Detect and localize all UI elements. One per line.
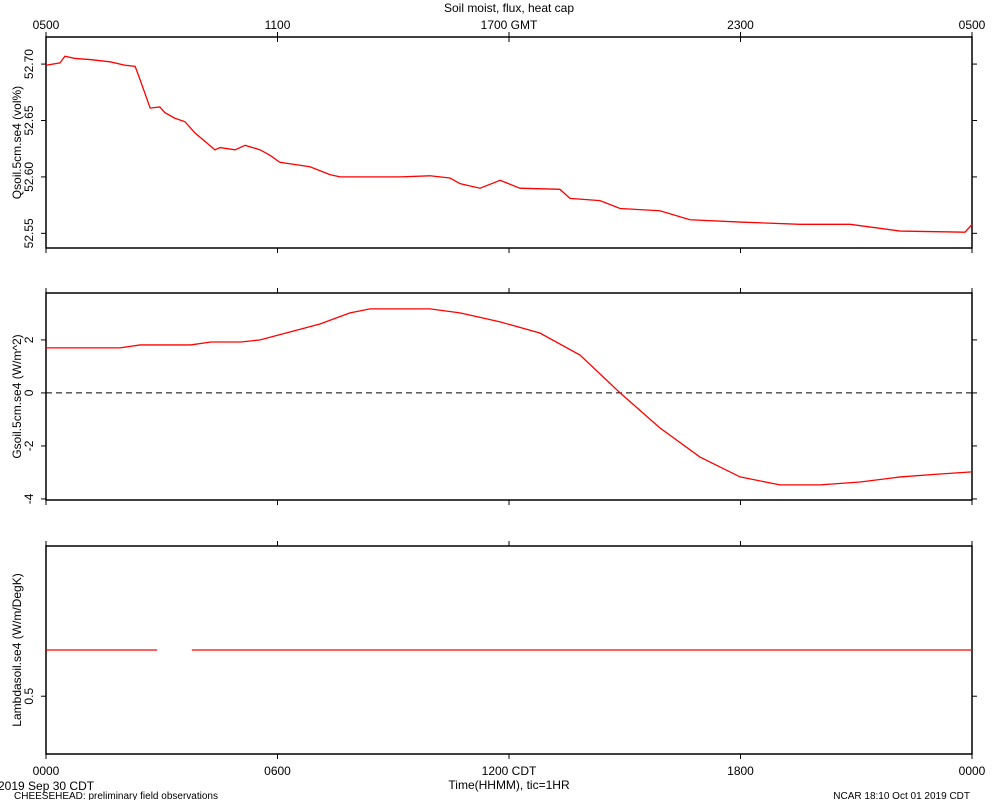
x2-tick-label: 1100 <box>265 18 291 32</box>
x-tick-label: 0600 <box>264 764 291 778</box>
y-axis-label: Qsoil.5cm.se4 (vol%) <box>10 86 24 199</box>
y-tick-label: 52.60 <box>22 162 36 192</box>
footer-project: CHEESEHEAD: preliminary field observatio… <box>14 791 218 800</box>
y-tick-label: 0.5 <box>22 688 36 705</box>
y-tick-label: 52.65 <box>22 105 36 135</box>
x-tick-label: 0000 <box>959 764 986 778</box>
footer-date: 2019 Sep 30 CDT <box>0 779 95 793</box>
x2-tick-label: 2300 <box>727 18 754 32</box>
y-tick-label: 52.70 <box>22 49 36 79</box>
x-tick-label: 1800 <box>727 764 754 778</box>
data-line <box>45 55 973 233</box>
y-tick-label: 2 <box>22 336 36 343</box>
y-tick-label: -2 <box>22 440 36 451</box>
y-tick-label: 52.55 <box>22 218 36 248</box>
x-tick-label: 0000 <box>33 764 60 778</box>
x2-tick-label: 0500 <box>33 18 60 32</box>
data-line <box>46 308 973 486</box>
y-axis-label: Lambdasoil.se4 (W/m/DegK) <box>10 573 24 726</box>
y-tick-label: 0 <box>22 389 36 396</box>
x2-tick-label: 1700 GMT <box>481 18 538 32</box>
chart-title: Soil moist, flux, heat cap <box>444 1 574 15</box>
x-tick-label: 1200 CDT <box>482 764 537 778</box>
x-axis-label: Time(HHMM), tic=1HR <box>448 778 570 792</box>
y-axis-label: Gsoil.5cm.se4 (W/m^2) <box>10 334 24 458</box>
x2-tick-label: 0500 <box>959 18 986 32</box>
footer-stamp: NCAR 18:10 Oct 01 2019 CDT <box>833 791 970 800</box>
y-tick-label: -4 <box>22 493 36 504</box>
plot-frame <box>45 36 973 249</box>
